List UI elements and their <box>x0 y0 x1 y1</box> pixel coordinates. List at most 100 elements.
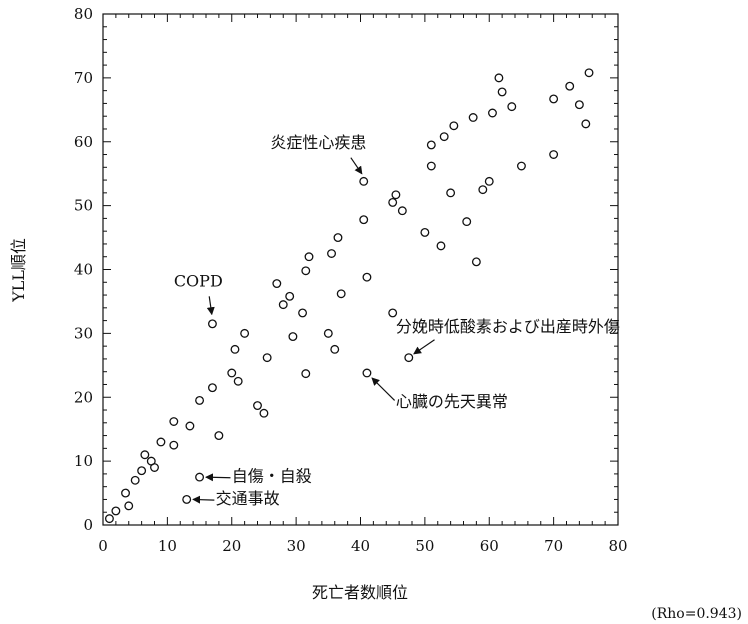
y-tick-label: 60 <box>74 133 93 151</box>
data-point <box>359 176 369 186</box>
data-point <box>227 368 237 378</box>
data-point <box>397 206 407 216</box>
annotation-arrow <box>206 296 215 316</box>
data-point <box>327 249 336 258</box>
data-point <box>240 328 250 338</box>
annotation-arrow <box>413 339 435 355</box>
data-point <box>124 501 134 511</box>
data-point <box>259 408 269 418</box>
data-point <box>516 161 526 171</box>
y-tick-label: 30 <box>74 324 93 342</box>
x-tick-label: 30 <box>287 537 306 555</box>
data-point <box>362 368 372 378</box>
data-point <box>285 291 295 301</box>
data-point <box>150 463 159 472</box>
data-point <box>420 228 430 237</box>
annotation-label: 交通事故 <box>216 489 280 508</box>
y-tick-label: 0 <box>83 516 93 534</box>
data-point <box>507 102 517 112</box>
data-point <box>330 344 340 354</box>
data-point <box>195 395 205 405</box>
data-point <box>362 272 372 282</box>
data-point <box>156 437 166 447</box>
data-point <box>233 376 243 386</box>
data-point <box>169 417 179 426</box>
annotation-label: 分娩時低酸素および出産時外傷 <box>396 317 620 336</box>
x-tick-label: 50 <box>415 537 434 555</box>
y-tick-label: 50 <box>74 197 93 215</box>
data-point <box>471 257 481 267</box>
y-tick-label: 10 <box>74 452 93 470</box>
y-tick-label: 20 <box>74 388 93 406</box>
annotation-arrow <box>192 495 215 504</box>
plot-frame <box>102 13 619 526</box>
rho-note: (Rho=0.943) <box>651 606 742 622</box>
data-point <box>549 150 559 159</box>
data-point <box>137 466 147 476</box>
data-point <box>446 188 456 198</box>
axis-ticks <box>102 13 619 526</box>
data-point <box>488 108 497 118</box>
data-point <box>301 369 311 379</box>
data-point <box>462 217 472 227</box>
data-point <box>323 328 333 338</box>
data-point <box>253 401 262 411</box>
data-point <box>272 279 282 289</box>
data-point <box>169 440 179 450</box>
data-point <box>359 215 369 225</box>
data-point <box>478 185 488 195</box>
annotation-arrow <box>371 377 396 401</box>
annotation-label: 炎症性心疾患 <box>270 133 366 152</box>
data-point <box>278 300 288 310</box>
data-point <box>104 514 114 524</box>
data-point <box>182 495 192 504</box>
data-point <box>214 431 224 441</box>
data-point <box>388 308 398 318</box>
x-tick-label: 60 <box>480 537 499 555</box>
data-point <box>185 421 195 431</box>
y-tick-label: 40 <box>74 261 93 279</box>
data-point <box>195 472 205 482</box>
annotation-arrow <box>350 157 363 175</box>
x-tick-label: 40 <box>351 537 370 555</box>
data-point <box>288 332 298 342</box>
annotation-label: 心臓の先天異常 <box>396 392 508 411</box>
x-axis-title: 死亡者数順位 <box>312 583 408 602</box>
data-point <box>304 252 314 262</box>
data-point <box>230 344 240 354</box>
data-point <box>333 233 343 243</box>
data-point <box>298 308 308 318</box>
data-point <box>468 113 478 122</box>
annotation-label: 自傷・自殺 <box>232 467 312 486</box>
x-tick-label: 0 <box>98 537 108 555</box>
data-point <box>140 450 150 460</box>
data-point <box>130 475 140 485</box>
data-point <box>565 81 575 91</box>
data-point <box>207 319 217 329</box>
x-tick-label: 80 <box>608 537 627 555</box>
annotation-arrow <box>205 473 231 482</box>
annotation-label: COPD <box>174 272 223 291</box>
data-point <box>301 266 311 276</box>
data-point <box>581 119 591 129</box>
data-point <box>436 241 446 251</box>
data-point <box>584 68 594 78</box>
axis-tick-labels: 0 10 20 30 40 50 60 70 80 0 10 20 30 40 50 60 70 80 <box>74 5 628 555</box>
data-point <box>388 197 398 207</box>
y-tick-label: 80 <box>74 5 93 23</box>
y-tick-label: 70 <box>74 69 93 87</box>
data-point <box>111 506 121 516</box>
y-axis-title: YLL順位 <box>9 238 28 303</box>
data-point <box>574 100 584 110</box>
data-points <box>104 68 594 524</box>
data-point <box>426 140 436 150</box>
data-point <box>449 121 459 131</box>
data-point <box>439 132 449 142</box>
data-point <box>497 87 507 97</box>
x-tick-label: 70 <box>544 537 563 555</box>
data-point <box>262 353 272 363</box>
x-tick-label: 20 <box>222 537 241 555</box>
data-point <box>336 289 346 299</box>
